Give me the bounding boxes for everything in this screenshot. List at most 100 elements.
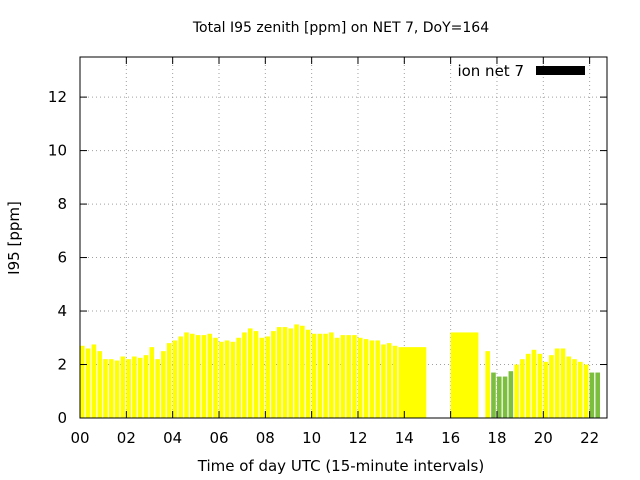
bar	[572, 359, 577, 418]
bar	[329, 332, 334, 418]
x-tick-label: 12	[348, 429, 367, 447]
bar	[155, 359, 160, 418]
grid-lines	[80, 57, 607, 418]
bar	[369, 340, 375, 418]
bar	[85, 348, 91, 418]
bar	[537, 353, 543, 418]
y-tick-label: 10	[48, 142, 67, 160]
bar	[207, 333, 212, 418]
bar	[317, 333, 323, 418]
bar	[363, 339, 369, 418]
bar	[114, 360, 120, 418]
bar	[178, 336, 184, 418]
bar	[195, 335, 201, 418]
bar	[80, 345, 85, 418]
bar	[236, 337, 241, 418]
bar	[386, 343, 392, 418]
bar	[259, 337, 265, 418]
bar	[398, 347, 427, 418]
bar	[491, 372, 496, 418]
x-tick-label: 14	[395, 429, 414, 447]
x-tick-label: 06	[209, 429, 228, 447]
bar	[294, 324, 299, 418]
bar	[120, 356, 126, 418]
bar	[578, 361, 583, 418]
bars-group	[80, 324, 601, 418]
bar	[201, 335, 207, 418]
x-tick-label: 04	[163, 429, 182, 447]
bar	[288, 328, 294, 418]
bar	[595, 372, 601, 418]
bar	[276, 327, 282, 418]
bar	[108, 359, 114, 418]
bar	[305, 329, 311, 418]
bar	[166, 343, 172, 418]
bar	[450, 332, 479, 418]
bar	[137, 357, 143, 418]
y-tick-label: 2	[57, 356, 67, 374]
bar	[190, 333, 195, 418]
bar	[485, 351, 490, 418]
bar	[184, 332, 189, 418]
bar	[242, 332, 247, 418]
x-tick-label: 22	[580, 429, 599, 447]
bar	[126, 359, 131, 418]
y-axis-title: I95 [ppm]	[5, 201, 23, 275]
bar	[218, 341, 224, 418]
chart-title: Total I95 zenith [ppm] on NET 7, DoY=164	[192, 20, 489, 36]
y-tick-label: 6	[57, 249, 67, 267]
bar	[247, 328, 253, 418]
bar	[543, 361, 548, 418]
x-tick-label: 16	[441, 429, 460, 447]
x-axis-title: Time of day UTC (15-minute intervals)	[197, 457, 484, 475]
bar	[230, 341, 236, 418]
y-tick-label: 4	[57, 302, 67, 320]
bar	[340, 335, 346, 418]
bar	[560, 348, 566, 418]
bar	[589, 372, 595, 418]
bar	[531, 349, 537, 418]
plot-border	[79, 56, 608, 419]
legend: ion net 7	[457, 62, 585, 80]
bar	[91, 344, 97, 418]
bar	[352, 335, 357, 418]
bar	[282, 327, 288, 418]
bar	[508, 371, 514, 418]
bar	[502, 376, 508, 418]
bar	[143, 355, 149, 418]
bar	[97, 351, 102, 418]
bar	[213, 337, 218, 418]
bar	[381, 344, 386, 418]
x-tick-label: 00	[70, 429, 89, 447]
bar	[271, 331, 276, 418]
x-tick-label: 08	[256, 429, 275, 447]
bar	[300, 325, 305, 418]
bar	[253, 331, 259, 418]
bar	[172, 340, 178, 418]
x-tick-label: 02	[117, 429, 136, 447]
bar	[583, 364, 589, 418]
legend-label: ion net 7	[457, 62, 524, 80]
bar	[375, 340, 380, 418]
y-tick-label: 8	[57, 195, 67, 213]
bar	[103, 359, 108, 418]
bar	[392, 345, 398, 418]
bar	[514, 364, 519, 418]
bar	[549, 355, 554, 418]
bar	[323, 333, 328, 418]
bar	[161, 351, 166, 418]
bar	[346, 335, 351, 418]
bar	[334, 337, 340, 418]
legend-swatch	[536, 66, 585, 75]
bar	[265, 336, 270, 418]
y-tick-label: 0	[57, 409, 67, 427]
bar	[566, 356, 572, 418]
bar	[520, 359, 525, 418]
bar	[525, 353, 531, 418]
bar	[311, 333, 317, 418]
bar	[357, 337, 363, 418]
x-tick-label: 20	[534, 429, 553, 447]
y-tick-label: 12	[48, 88, 67, 106]
